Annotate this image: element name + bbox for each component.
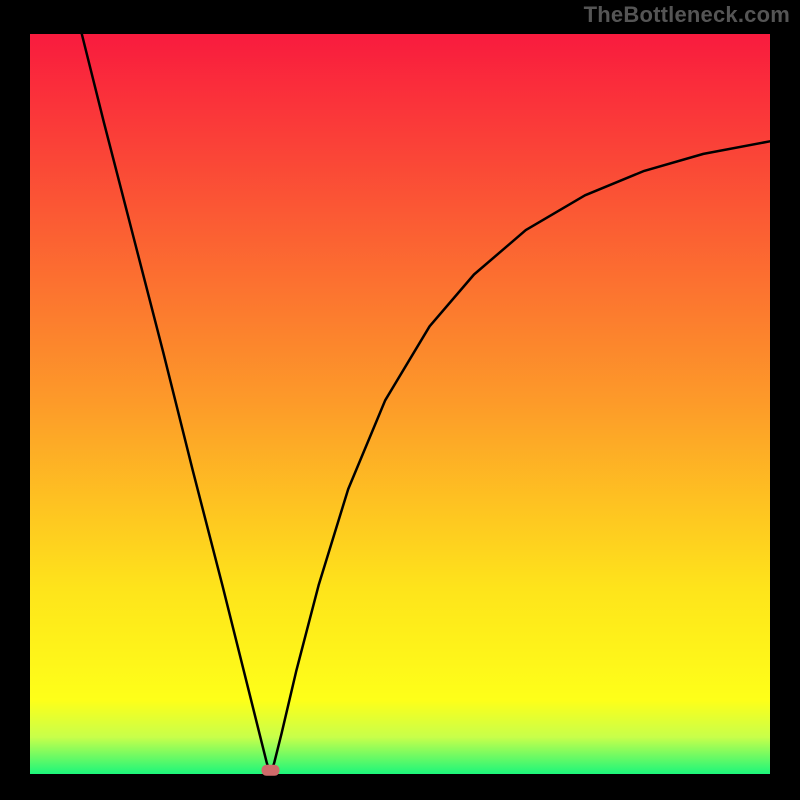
bottleneck-curve [82,34,770,774]
chart-container: TheBottleneck.com [0,0,800,800]
minimum-marker [262,765,280,776]
chart-svg [0,0,800,800]
attribution-watermark: TheBottleneck.com [584,2,790,28]
